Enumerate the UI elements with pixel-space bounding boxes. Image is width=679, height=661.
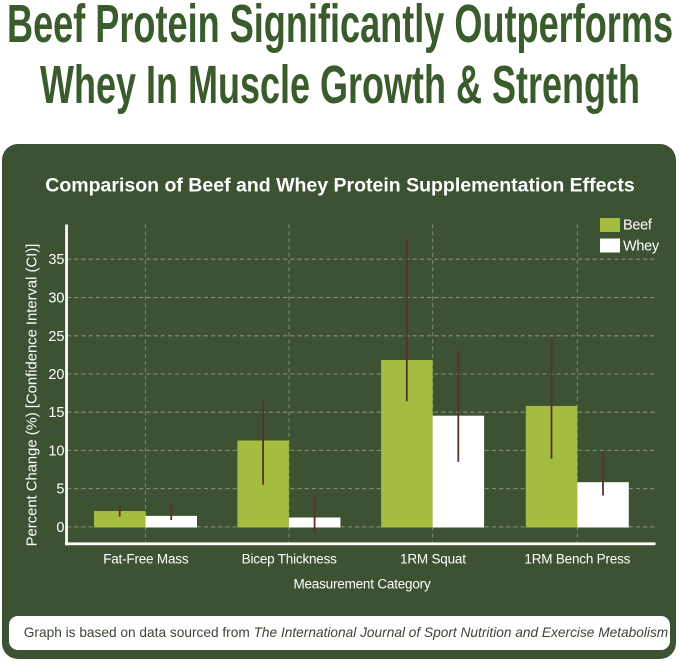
svg-text:Percent Change (%) [Confidence: Percent Change (%) [Confidence Interval … [25,244,41,547]
svg-text:30: 30 [48,291,64,307]
svg-text:Measurement Category: Measurement Category [293,577,431,592]
svg-text:Comparison of Beef and Whey Pr: Comparison of Beef and Whey Protein Supp… [45,175,635,197]
svg-text:Bicep Thickness: Bicep Thickness [242,552,337,567]
svg-text:1RM Squat: 1RM Squat [400,552,466,567]
svg-text:20: 20 [48,367,64,383]
svg-text:Beef: Beef [623,218,653,234]
svg-text:5: 5 [56,482,64,498]
svg-text:15: 15 [48,405,64,421]
svg-text:1RM Bench Press: 1RM Bench Press [524,552,630,567]
svg-text:Fat-Free Mass: Fat-Free Mass [103,552,189,567]
svg-text:Whey: Whey [623,239,660,255]
svg-text:10: 10 [48,443,64,459]
svg-text:25: 25 [48,329,64,345]
svg-text:35: 35 [48,252,64,268]
svg-text:0: 0 [56,520,64,536]
